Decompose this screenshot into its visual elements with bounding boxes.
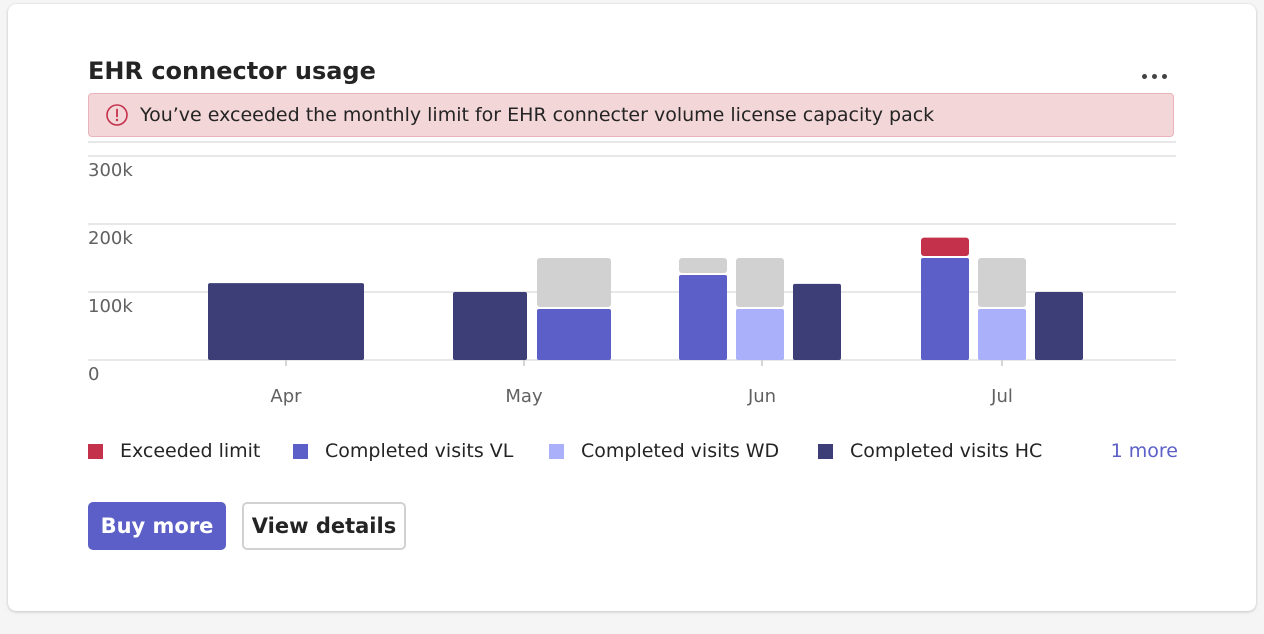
bar-completed-visits-vl[interactable]	[921, 258, 969, 360]
bar-completed-visits-hc[interactable]	[208, 283, 364, 360]
bar-completed-visits-vl[interactable]	[679, 275, 727, 360]
x-tick-label: Jun	[747, 386, 776, 407]
more-dot	[1151, 73, 1157, 79]
buy-more-button[interactable]: Buy more	[88, 502, 226, 550]
bar-remaining-capacity[interactable]	[736, 258, 784, 307]
card-title: EHR connector usage	[88, 57, 376, 85]
legend-label: Exceeded limit	[120, 440, 261, 462]
x-tick-label: May	[505, 386, 543, 407]
usage-bar-chart: 0 100k 200k 300k Apr May Jun Jul	[88, 141, 1176, 407]
legend-more-link[interactable]: 1 more	[1110, 440, 1178, 462]
bar-exceeded-limit[interactable]	[921, 237, 969, 256]
more-dot	[1161, 73, 1167, 79]
legend-swatch	[88, 443, 103, 459]
legend-swatch	[293, 443, 308, 459]
ehr-usage-card: EHR connector usage You’ve exceeded the …	[8, 4, 1256, 611]
bar-remaining-capacity[interactable]	[679, 258, 727, 273]
bar-completed-visits-hc[interactable]	[453, 292, 527, 360]
bar-completed-visits-hc[interactable]	[1035, 292, 1083, 360]
legend-label: Completed visits HC	[850, 440, 1043, 462]
chart-legend: 1 more Exceeded limit Completed visits VL…	[88, 438, 1178, 464]
y-tick-label: 100k	[88, 296, 133, 317]
legend-item[interactable]: Exceeded limit	[88, 438, 260, 464]
legend-item[interactable]: Completed visits HC	[818, 438, 1042, 464]
bar-completed-visits-hc[interactable]	[793, 283, 841, 360]
limit-exceeded-alert: You’ve exceeded the monthly limit for EH…	[88, 93, 1174, 137]
y-tick-label: 0	[88, 364, 99, 385]
x-tick-label: Jul	[990, 386, 1013, 407]
y-tick-label: 200k	[88, 228, 133, 249]
y-tick-label: 300k	[88, 160, 133, 181]
bar-remaining-capacity[interactable]	[978, 258, 1026, 307]
bar-completed-visits-wd[interactable]	[736, 309, 784, 360]
legend-item[interactable]: Completed visits VL	[293, 438, 513, 464]
bar-completed-visits-vl[interactable]	[537, 309, 611, 360]
legend-swatch	[549, 443, 564, 459]
error-circle-icon	[106, 104, 128, 126]
legend-label: Completed visits VL	[325, 440, 514, 462]
legend-item[interactable]: Completed visits WD	[549, 438, 779, 464]
more-options-icon[interactable]	[1136, 62, 1172, 90]
legend-swatch	[818, 443, 833, 459]
bar-completed-visits-wd[interactable]	[978, 309, 1026, 360]
legend-label: Completed visits WD	[581, 440, 780, 462]
more-dot	[1141, 73, 1147, 79]
view-details-button[interactable]: View details	[242, 502, 406, 550]
bar-remaining-capacity[interactable]	[537, 258, 611, 307]
alert-message: You’ve exceeded the monthly limit for EH…	[140, 104, 935, 126]
x-tick-label: Apr	[270, 386, 302, 407]
